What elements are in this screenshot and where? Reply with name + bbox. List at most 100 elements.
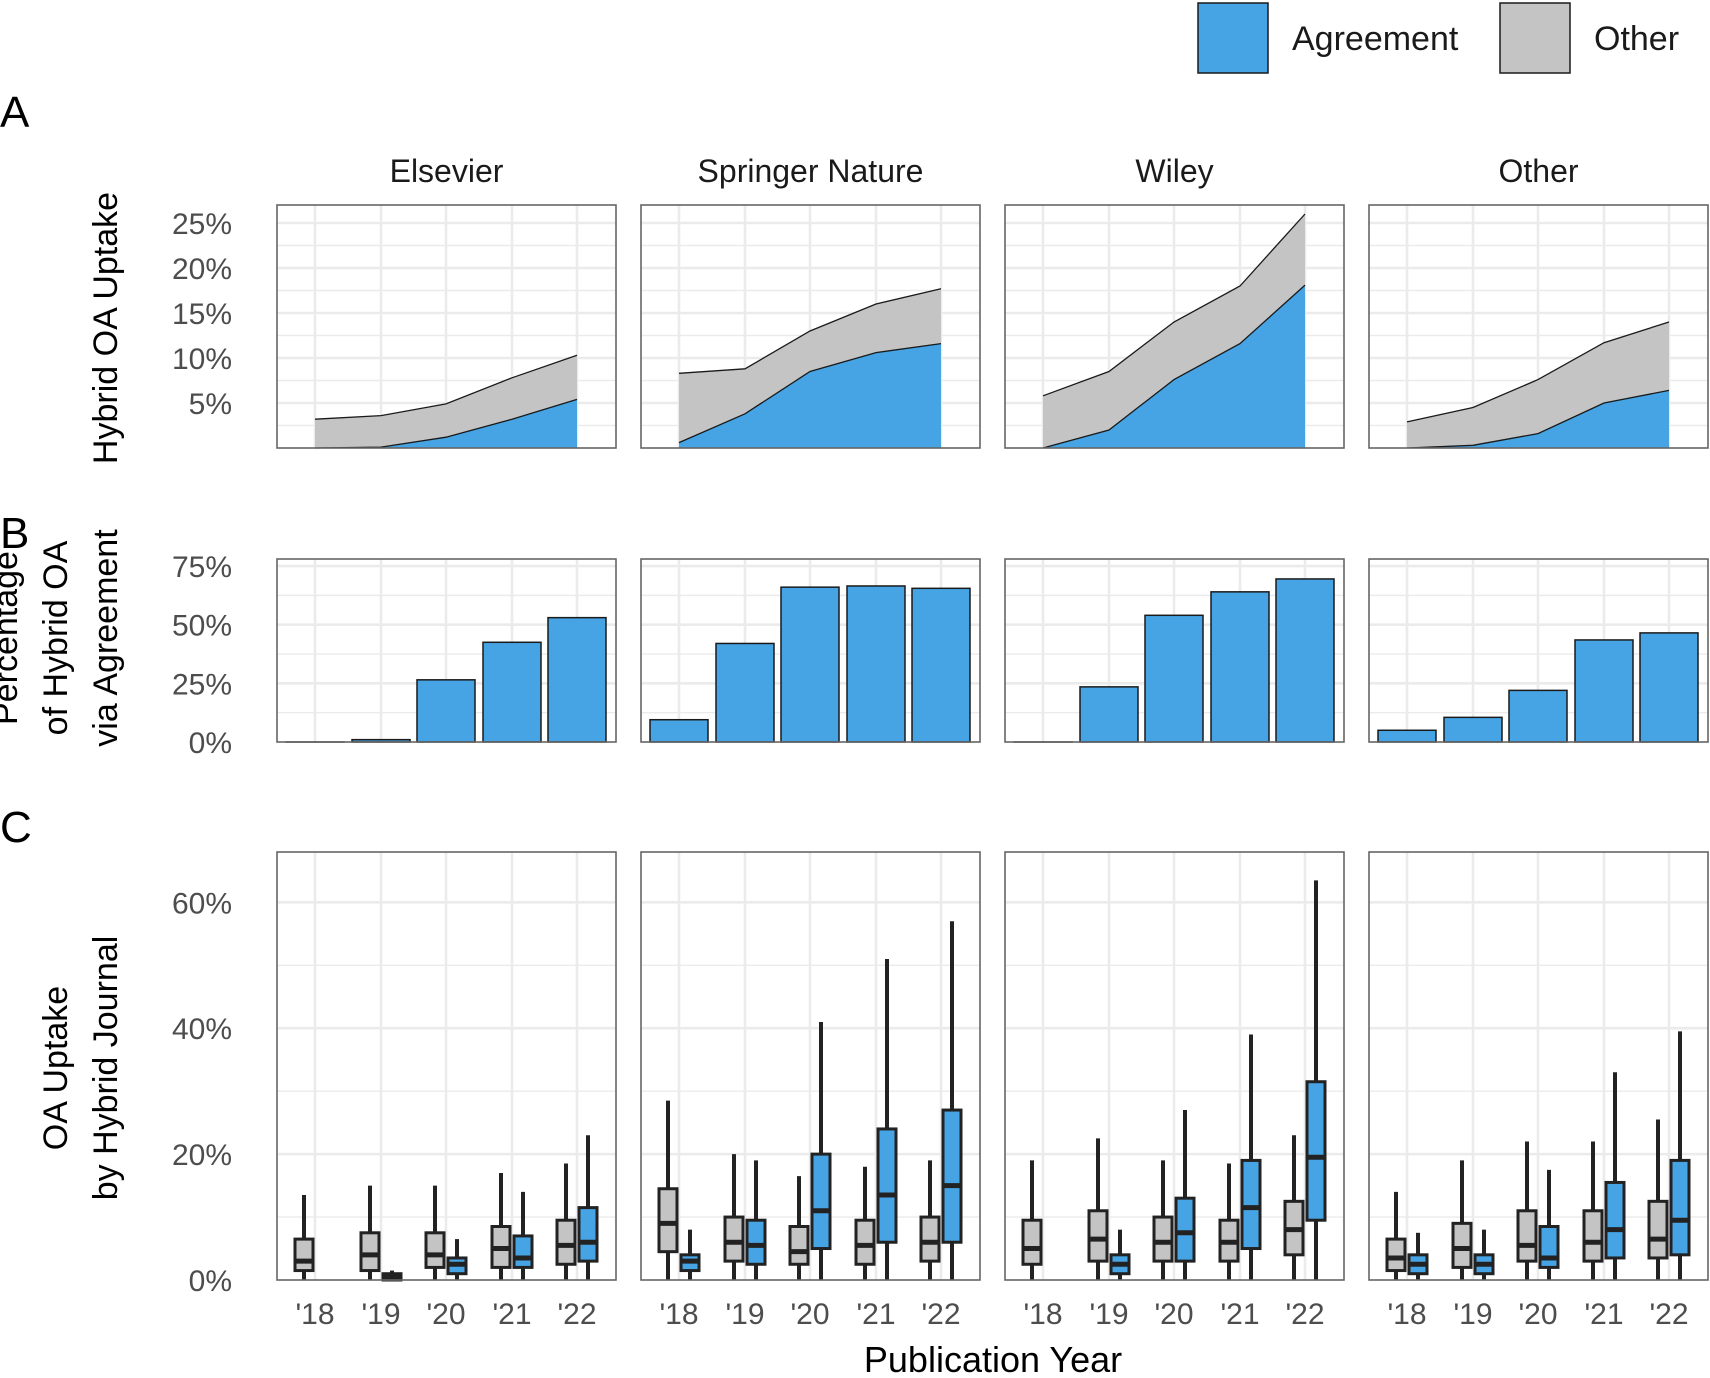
- y-tick-label: 75%: [172, 551, 232, 584]
- y-tick-label: 25%: [172, 668, 232, 701]
- box: [1240, 1158, 1262, 1251]
- area-agreement: [1407, 390, 1669, 448]
- x-tick-label: '19: [725, 1298, 764, 1331]
- box-agreement-2020: [1538, 1169, 1560, 1280]
- box-other-2018: [1021, 1160, 1043, 1280]
- box-other-2021: [1218, 1163, 1240, 1280]
- panel-frame: [276, 204, 617, 449]
- box-agreement-2019: [745, 1160, 767, 1280]
- y-axis-title-b-line-2: of Hybrid OA: [37, 540, 75, 735]
- x-tick-label: '18: [659, 1298, 698, 1331]
- x-tick-label: '18: [1387, 1298, 1426, 1331]
- panel-frame: [1004, 558, 1345, 743]
- area-other: [1407, 322, 1669, 448]
- facet-strip-other: Other: [1498, 153, 1578, 189]
- box-other-2020: [1152, 1160, 1174, 1280]
- box-agreement-2021: [1240, 1034, 1262, 1280]
- bar-2018: [1377, 729, 1437, 743]
- box-agreement-2022: [1305, 880, 1327, 1280]
- panel-frame: [276, 558, 617, 743]
- chart-row-b: 0% 25% 50% 75%: [172, 551, 1709, 760]
- box-agreement-2018: [679, 1229, 701, 1280]
- box-other-2018: [657, 1100, 679, 1280]
- bar-2022: [547, 616, 607, 743]
- y-tick-label: 50%: [172, 610, 232, 643]
- x-tick-label: '20: [1154, 1298, 1193, 1331]
- panel-frame: [1004, 204, 1345, 449]
- panel-tag-a: A: [0, 88, 30, 137]
- box-other-2022: [1283, 1135, 1305, 1280]
- bar-2021: [846, 585, 906, 743]
- box-agreement-2019: [1109, 1229, 1131, 1280]
- box-agreement-2021: [876, 959, 898, 1280]
- bar-2019: [1079, 686, 1139, 743]
- box: [424, 1231, 446, 1269]
- x-tick-label: '22: [557, 1298, 596, 1331]
- box: [1152, 1215, 1174, 1263]
- area-line-total: [678, 288, 942, 374]
- box-other-2019: [359, 1185, 381, 1280]
- panel-a-wiley: [1004, 204, 1345, 449]
- x-tick-label: '18: [1023, 1298, 1062, 1331]
- box: [359, 1231, 381, 1273]
- area-agreement: [679, 343, 941, 448]
- bar-2020: [416, 679, 476, 743]
- box-agreement-2022: [577, 1135, 599, 1280]
- box: [1582, 1209, 1604, 1263]
- area-line-agreement: [1042, 284, 1306, 449]
- box: [745, 1218, 767, 1266]
- box: [1385, 1237, 1407, 1273]
- panel-frame: [640, 204, 981, 449]
- box-other-2022: [919, 1160, 941, 1280]
- box-other-2020: [788, 1176, 810, 1280]
- x-tick-label: '20: [790, 1298, 829, 1331]
- panel-b-springer-nature: [640, 558, 981, 743]
- panel-tag-c: C: [0, 803, 32, 852]
- x-tick-label: '18: [295, 1298, 334, 1331]
- box: [919, 1215, 941, 1263]
- y-tick-label: 60%: [172, 887, 232, 920]
- box-agreement-2021: [1604, 1072, 1626, 1280]
- box-other-2018: [293, 1195, 315, 1280]
- x-tick-label: '22: [1285, 1298, 1324, 1331]
- box-other-2021: [1582, 1141, 1604, 1280]
- box-other-2018: [1385, 1191, 1407, 1280]
- bar-2021: [482, 641, 542, 743]
- box-agreement-2022: [1669, 1031, 1691, 1280]
- bar-2020: [780, 586, 840, 743]
- legend-key-other: [1499, 2, 1571, 74]
- x-tick-label: '19: [361, 1298, 400, 1331]
- panel-c-springer-nature: '18 '19 '20 '21 '22: [640, 851, 981, 1331]
- box-other-2020: [1516, 1141, 1538, 1280]
- box-agreement-2020: [1174, 1110, 1196, 1280]
- box: [876, 1127, 898, 1244]
- y-axis-title-b-line-3: via Agreement: [87, 529, 125, 747]
- box: [810, 1152, 832, 1251]
- box: [1669, 1158, 1691, 1257]
- bar-2019: [715, 642, 775, 743]
- box-other-2022: [1647, 1119, 1669, 1280]
- bar-2022: [1639, 632, 1699, 743]
- box-other-2019: [723, 1154, 745, 1280]
- box: [723, 1215, 745, 1263]
- y-tick-label: 40%: [172, 1013, 232, 1046]
- y-tick-label: 10%: [172, 343, 232, 376]
- box: [512, 1234, 534, 1269]
- y-tick-label: 5%: [189, 388, 232, 421]
- box-other-2022: [555, 1163, 577, 1280]
- y-axis-title-b: Percentage of Hybrid OA via Agreement: [0, 529, 125, 747]
- box: [1174, 1196, 1196, 1263]
- box-other-2021: [490, 1173, 512, 1280]
- panel-frame: [640, 851, 981, 1281]
- panel-frame: [1368, 558, 1709, 743]
- box: [1604, 1180, 1626, 1260]
- box: [293, 1237, 315, 1273]
- x-tick-label: '22: [921, 1298, 960, 1331]
- area-line-total: [1042, 213, 1306, 397]
- chart-row-a: 5% 10% 15% 20% 25%: [172, 204, 1709, 449]
- box: [657, 1187, 679, 1254]
- box: [1087, 1209, 1109, 1263]
- box: [1538, 1225, 1560, 1269]
- area-line-agreement: [678, 342, 942, 444]
